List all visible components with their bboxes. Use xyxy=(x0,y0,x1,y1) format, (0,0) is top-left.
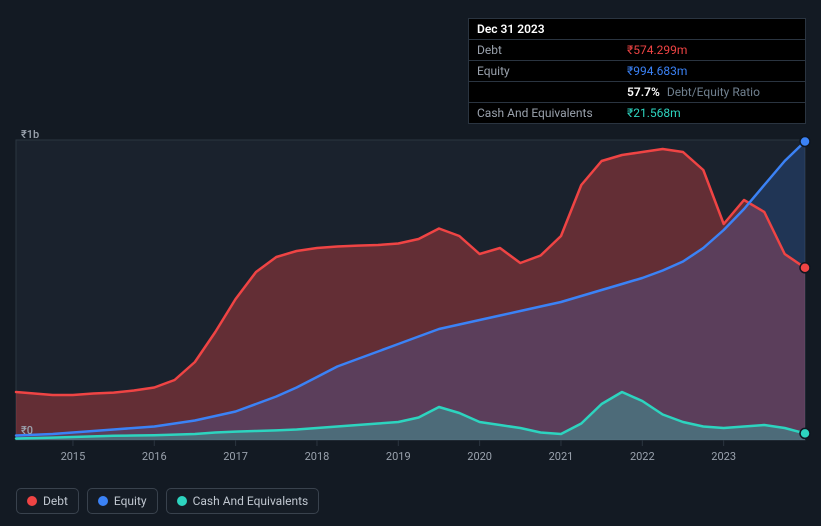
y-tick-label: ₹1b xyxy=(21,128,39,141)
tooltip-ratio-label: Debt/Equity Ratio xyxy=(667,85,760,99)
legend-item-cash[interactable]: Cash And Equivalents xyxy=(166,488,320,514)
x-tick-label: 2019 xyxy=(386,450,411,463)
x-tick-label: 2023 xyxy=(711,450,736,463)
x-tick-label: 2015 xyxy=(61,450,86,463)
tooltip-ratio-value: 57.7% Debt/Equity Ratio xyxy=(627,85,760,99)
legend-label-cash: Cash And Equivalents xyxy=(193,494,309,508)
tooltip-equity-value: ₹994.683m xyxy=(627,64,687,78)
tooltip-debt-label: Debt xyxy=(477,43,627,57)
tooltip-row-debt: Debt ₹574.299m xyxy=(469,40,805,61)
x-tick-label: 2018 xyxy=(305,450,330,463)
x-tick-label: 2016 xyxy=(142,450,167,463)
y-tick-label: ₹0 xyxy=(21,424,33,437)
x-tick-label: 2021 xyxy=(549,450,574,463)
legend-label-debt: Debt xyxy=(43,494,68,508)
x-tick-label: 2017 xyxy=(223,450,248,463)
tooltip-row-equity: Equity ₹994.683m xyxy=(469,61,805,82)
tooltip-cash-value: ₹21.568m xyxy=(627,106,681,120)
chart-legend: Debt Equity Cash And Equivalents xyxy=(16,488,319,514)
legend-dot-cash xyxy=(177,496,187,506)
tooltip-ratio-percent: 57.7% xyxy=(627,85,660,99)
legend-item-debt[interactable]: Debt xyxy=(16,488,79,514)
legend-dot-equity xyxy=(98,496,108,506)
tooltip-date: Dec 31 2023 xyxy=(469,19,805,40)
x-tick-label: 2022 xyxy=(630,450,655,463)
x-tick-label: 2020 xyxy=(467,450,492,463)
tooltip-row-cash: Cash And Equivalents ₹21.568m xyxy=(469,103,805,123)
tooltip-ratio-spacer xyxy=(477,85,627,99)
legend-dot-debt xyxy=(27,496,37,506)
legend-label-equity: Equity xyxy=(114,494,147,508)
legend-item-equity[interactable]: Equity xyxy=(87,488,158,514)
tooltip-equity-label: Equity xyxy=(477,64,627,78)
tooltip-debt-value: ₹574.299m xyxy=(627,43,687,57)
tooltip-cash-label: Cash And Equivalents xyxy=(477,106,627,120)
chart-tooltip: Dec 31 2023 Debt ₹574.299m Equity ₹994.6… xyxy=(468,18,806,124)
tooltip-row-ratio: 57.7% Debt/Equity Ratio xyxy=(469,82,805,103)
